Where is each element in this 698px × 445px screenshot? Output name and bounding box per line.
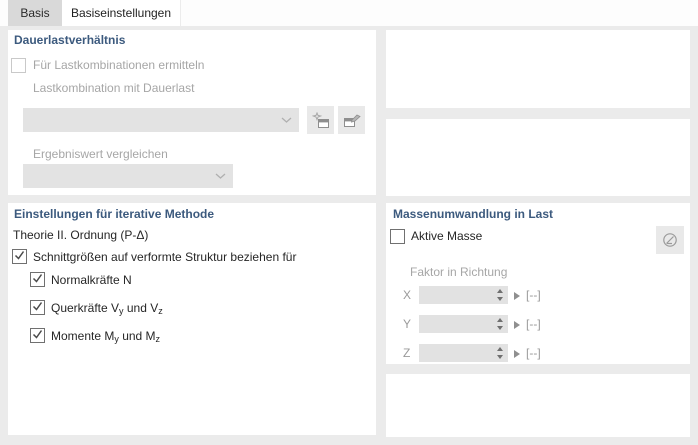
empty-panel-top-right-1 — [386, 30, 690, 108]
querkraefte-label: Querkräfte Vy und Vz — [51, 301, 163, 316]
check-icon — [14, 251, 25, 260]
unit-expand-arrow-icon[interactable] — [513, 320, 521, 330]
section-header-mass-conversion: Massenumwandlung in Last — [393, 207, 554, 221]
lastkombination-label: Lastkombination mit Dauerlast — [33, 81, 195, 95]
new-window-icon — [311, 111, 329, 128]
empty-panel-bottom-right — [386, 374, 690, 437]
factor-y-unit: [--] — [526, 317, 541, 331]
factor-z-spinner[interactable] — [419, 344, 508, 362]
schnittgroessen-label: Schnittgrößen auf verformte Struktur bez… — [33, 250, 297, 264]
new-load-combination-button[interactable] — [307, 106, 334, 134]
ergebniswert-select[interactable] — [23, 164, 233, 188]
unit-expand-arrow-icon[interactable] — [513, 349, 521, 359]
mass-conversion-gauge-button[interactable] — [656, 226, 684, 254]
factor-x-spinner[interactable] — [419, 286, 508, 304]
check-icon — [32, 302, 43, 311]
normalkraefte-label: Normalkräfte N — [51, 273, 132, 287]
axis-x-label: X — [403, 288, 412, 302]
chevron-down-icon — [281, 117, 292, 123]
spinner-arrows-icon[interactable] — [496, 317, 504, 331]
ergebniswert-label: Ergebniswert vergleichen — [33, 147, 168, 161]
edit-window-icon — [343, 114, 361, 127]
fuer-lastkombinationen-checkbox[interactable] — [11, 58, 26, 73]
axis-z-label: Z — [403, 346, 411, 360]
tab-bar: Basis Basiseinstellungen — [0, 0, 698, 26]
check-icon — [32, 330, 43, 339]
momente-label: Momente My und Mz — [51, 329, 161, 344]
theory-second-order-label: Theorie II. Ordnung (P-Δ) — [13, 228, 149, 242]
check-icon — [32, 274, 43, 283]
axis-y-label: Y — [403, 317, 412, 331]
section-header-dauerlast: Dauerlastverhältnis — [14, 33, 126, 47]
empty-panel-top-right-2 — [386, 119, 690, 196]
unit-expand-arrow-icon[interactable] — [513, 291, 521, 301]
factor-z-unit: [--] — [526, 346, 541, 360]
momente-checkbox[interactable] — [30, 328, 45, 343]
schnittgroessen-checkbox[interactable] — [12, 249, 27, 264]
section-header-iterative: Einstellungen für iterative Methode — [14, 207, 215, 221]
factor-y-spinner[interactable] — [419, 315, 508, 333]
mass-conversion-panel — [386, 203, 690, 364]
factor-x-unit: [--] — [526, 288, 541, 302]
querkraefte-checkbox[interactable] — [30, 300, 45, 315]
tab-basis[interactable]: Basis — [8, 0, 62, 26]
normalkraefte-checkbox[interactable] — [30, 272, 45, 287]
gauge-circle-icon — [663, 233, 677, 247]
iterative-panel — [8, 203, 376, 435]
tab-basiseinstellungen[interactable]: Basiseinstellungen — [62, 0, 181, 26]
edit-load-combination-button[interactable] — [338, 106, 365, 134]
chevron-down-icon — [215, 173, 226, 179]
fuer-lastkombinationen-label: Für Lastkombinationen ermitteln — [33, 58, 205, 72]
aktive-masse-checkbox[interactable] — [390, 229, 405, 244]
spinner-arrows-icon[interactable] — [496, 288, 504, 302]
faktor-richtung-label: Faktor in Richtung — [410, 265, 508, 279]
lastkombination-select[interactable] — [23, 108, 299, 132]
aktive-masse-label: Aktive Masse — [411, 229, 483, 243]
spinner-arrows-icon[interactable] — [496, 346, 504, 360]
